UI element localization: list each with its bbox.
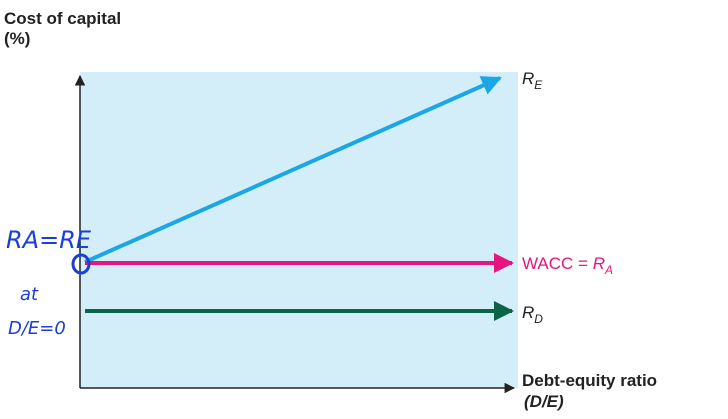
label-main: R bbox=[593, 254, 605, 273]
x-label: Debt-equity ratio bbox=[522, 371, 657, 390]
hand-equation: RA=RE bbox=[6, 226, 92, 254]
wacc-label: WACC = RA bbox=[522, 254, 613, 277]
hand-at: at bbox=[20, 284, 39, 305]
y-label: (%) bbox=[4, 29, 30, 48]
label-sub: E bbox=[534, 78, 543, 92]
label-prefix: WACC = bbox=[522, 254, 593, 273]
label-main: R bbox=[522, 69, 534, 88]
rd-label: RD bbox=[522, 303, 543, 326]
hand-condition: D/E=0 bbox=[8, 318, 66, 339]
re-label: RE bbox=[522, 69, 543, 92]
label-sub: A bbox=[604, 263, 613, 277]
x-label: (D/E) bbox=[524, 392, 564, 411]
re-line bbox=[84, 76, 502, 264]
hand-circle bbox=[71, 253, 91, 275]
plot-area bbox=[80, 72, 518, 388]
label-main: R bbox=[522, 303, 534, 322]
y-label: Cost of capital bbox=[4, 9, 121, 28]
label-sub: D bbox=[534, 312, 543, 326]
